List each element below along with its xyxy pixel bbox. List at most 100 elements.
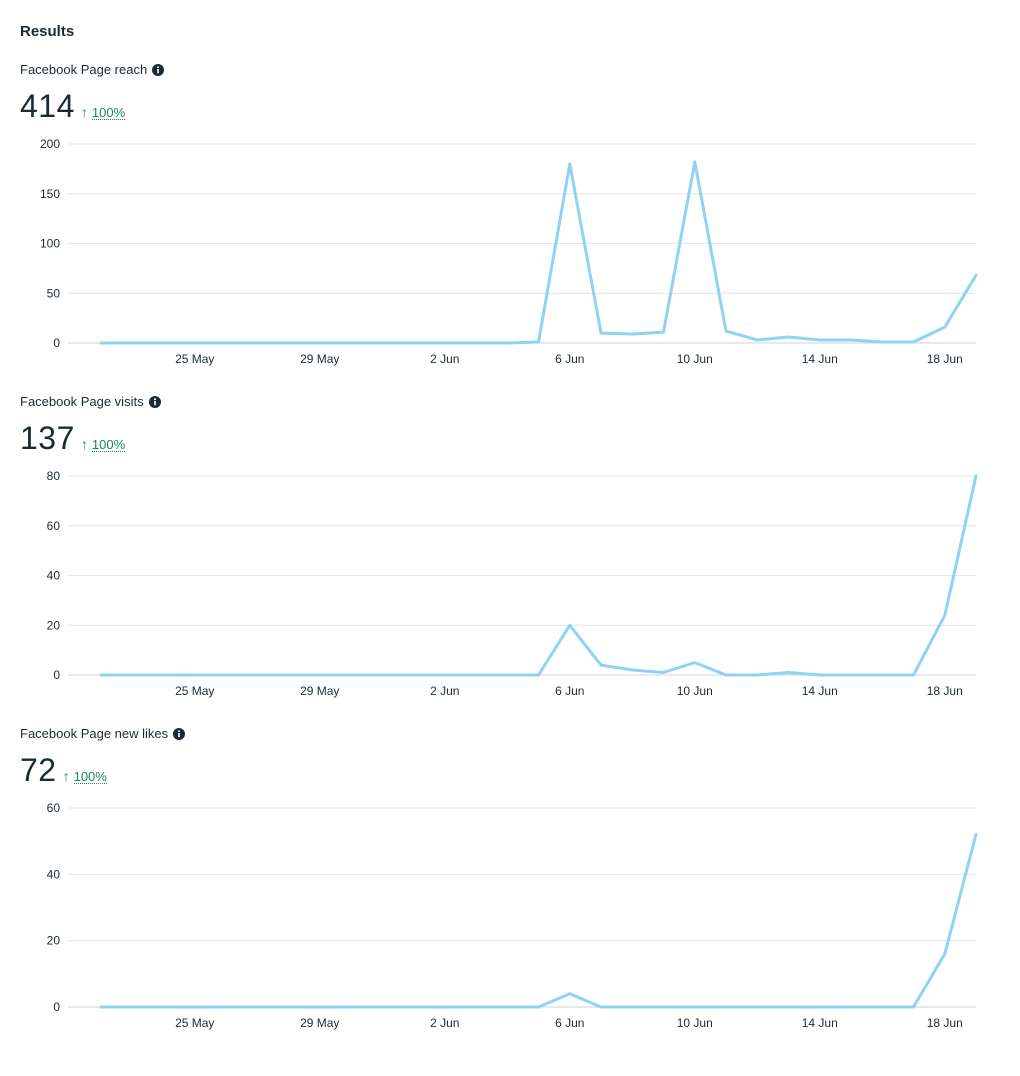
data-point[interactable]: [192, 1004, 198, 1010]
data-point[interactable]: [629, 1004, 635, 1010]
data-point[interactable]: [973, 272, 979, 278]
data-point[interactable]: [786, 334, 792, 340]
data-point[interactable]: [223, 340, 229, 346]
data-point[interactable]: [817, 337, 823, 343]
data-point[interactable]: [348, 1004, 354, 1010]
trend-percentage[interactable]: 100%: [73, 769, 107, 784]
data-point[interactable]: [129, 1004, 135, 1010]
data-point[interactable]: [223, 672, 229, 678]
data-point[interactable]: [129, 340, 135, 346]
data-point[interactable]: [473, 340, 479, 346]
data-point[interactable]: [942, 951, 948, 957]
data-point[interactable]: [129, 672, 135, 678]
data-point[interactable]: [973, 473, 979, 479]
data-point[interactable]: [598, 662, 604, 668]
data-point[interactable]: [317, 1004, 323, 1010]
data-point[interactable]: [161, 340, 167, 346]
data-point[interactable]: [848, 337, 854, 343]
data-point[interactable]: [411, 672, 417, 678]
data-point[interactable]: [848, 1004, 854, 1010]
data-point[interactable]: [692, 660, 698, 666]
data-point[interactable]: [504, 672, 510, 678]
data-point[interactable]: [942, 612, 948, 618]
data-point[interactable]: [629, 667, 635, 673]
data-point[interactable]: [379, 1004, 385, 1010]
data-point[interactable]: [817, 1004, 823, 1010]
data-point[interactable]: [661, 329, 667, 335]
data-point[interactable]: [754, 1004, 760, 1010]
data-point[interactable]: [254, 1004, 260, 1010]
series-line[interactable]: [99, 474, 978, 677]
data-point[interactable]: [754, 337, 760, 343]
trend-percentage[interactable]: 100%: [91, 105, 126, 120]
x-tick-label: 6 Jun: [555, 684, 584, 698]
data-point[interactable]: [723, 328, 729, 334]
data-point[interactable]: [442, 340, 448, 346]
series-line[interactable]: [99, 833, 978, 1009]
data-point[interactable]: [504, 1004, 510, 1010]
data-point[interactable]: [911, 1004, 917, 1010]
data-point[interactable]: [98, 1004, 104, 1010]
data-point[interactable]: [286, 340, 292, 346]
data-point[interactable]: [317, 340, 323, 346]
series-line[interactable]: [99, 160, 978, 345]
trend-percentage[interactable]: 100%: [91, 437, 126, 452]
data-point[interactable]: [598, 1004, 604, 1010]
data-point[interactable]: [598, 330, 604, 336]
data-point[interactable]: [286, 1004, 292, 1010]
data-point[interactable]: [692, 159, 698, 165]
data-point[interactable]: [192, 672, 198, 678]
data-point[interactable]: [379, 340, 385, 346]
data-point[interactable]: [161, 672, 167, 678]
data-point[interactable]: [911, 672, 917, 678]
arrow-up-icon: ↑: [62, 768, 70, 784]
data-point[interactable]: [98, 340, 104, 346]
data-point[interactable]: [317, 672, 323, 678]
data-point[interactable]: [536, 672, 542, 678]
data-point[interactable]: [879, 339, 885, 345]
data-point[interactable]: [661, 670, 667, 676]
data-point[interactable]: [536, 339, 542, 345]
data-point[interactable]: [911, 339, 917, 345]
data-point[interactable]: [786, 670, 792, 676]
data-point[interactable]: [567, 161, 573, 167]
data-point[interactable]: [723, 672, 729, 678]
data-point[interactable]: [536, 1004, 542, 1010]
data-point[interactable]: [379, 672, 385, 678]
data-point[interactable]: [473, 1004, 479, 1010]
data-point[interactable]: [254, 340, 260, 346]
data-point[interactable]: [504, 340, 510, 346]
data-point[interactable]: [192, 340, 198, 346]
data-point[interactable]: [629, 331, 635, 337]
info-icon[interactable]: [148, 395, 161, 408]
data-point[interactable]: [411, 340, 417, 346]
data-point[interactable]: [942, 324, 948, 330]
data-point[interactable]: [723, 1004, 729, 1010]
data-point[interactable]: [348, 672, 354, 678]
data-point[interactable]: [567, 622, 573, 628]
data-point[interactable]: [223, 1004, 229, 1010]
data-point[interactable]: [661, 1004, 667, 1010]
data-point[interactable]: [786, 1004, 792, 1010]
data-point[interactable]: [754, 672, 760, 678]
info-icon[interactable]: [173, 727, 186, 740]
data-point[interactable]: [879, 672, 885, 678]
info-icon[interactable]: [152, 63, 165, 76]
y-tick-label: 0: [53, 1000, 60, 1014]
data-point[interactable]: [848, 672, 854, 678]
data-point[interactable]: [973, 832, 979, 838]
data-point[interactable]: [817, 672, 823, 678]
data-point[interactable]: [442, 672, 448, 678]
data-point[interactable]: [692, 1004, 698, 1010]
x-tick-label: 6 Jun: [555, 1016, 584, 1030]
data-point[interactable]: [473, 672, 479, 678]
data-point[interactable]: [411, 1004, 417, 1010]
data-point[interactable]: [254, 672, 260, 678]
data-point[interactable]: [286, 672, 292, 678]
data-point[interactable]: [879, 1004, 885, 1010]
data-point[interactable]: [567, 991, 573, 997]
data-point[interactable]: [161, 1004, 167, 1010]
data-point[interactable]: [98, 672, 104, 678]
data-point[interactable]: [442, 1004, 448, 1010]
data-point[interactable]: [348, 340, 354, 346]
